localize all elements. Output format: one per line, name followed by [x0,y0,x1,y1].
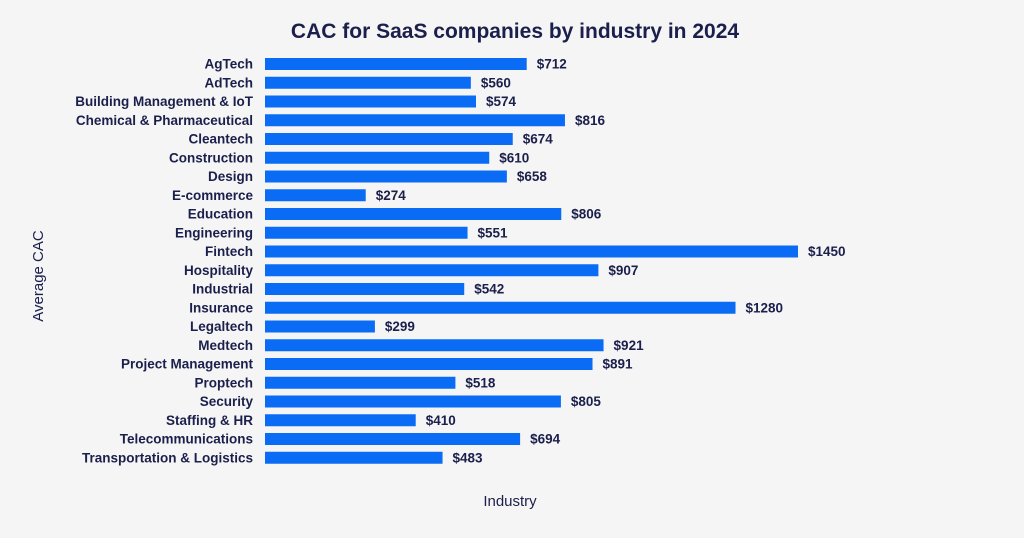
bar [265,189,366,202]
bar [265,208,562,220]
category-label: Hospitality [184,263,254,278]
bar [265,76,471,89]
bar [265,264,599,277]
value-label: $483 [453,450,484,465]
bar [265,151,490,164]
value-label: $891 [603,357,634,372]
bar [265,358,593,370]
chart-title: CAC for SaaS companies by industry in 20… [291,20,739,43]
category-label: Medtech [198,338,253,353]
value-label: $816 [575,113,606,128]
value-label: $410 [426,413,456,428]
category-label: Fintech [205,244,253,259]
category-label: Insurance [189,300,253,315]
value-label: $542 [474,282,504,297]
y-axis-label: Average CAC [30,230,47,322]
category-label: Construction [169,150,253,165]
bar [265,301,736,314]
value-label: $1450 [808,244,846,259]
value-label: $805 [571,394,602,409]
category-label: AgTech [204,57,253,72]
category-label: Cleantech [188,132,253,147]
bar [265,95,476,108]
value-label: $658 [517,169,548,184]
bar [265,170,507,183]
category-label: Staffing & HR [166,413,253,428]
category-label: Security [200,394,254,409]
category-label: Transportation & Logistics [82,450,253,465]
value-label: $551 [478,225,509,240]
value-label: $806 [571,207,602,222]
bar [265,133,513,145]
category-label: Design [208,169,253,184]
category-label: Building Management & IoT [75,94,254,109]
bar [265,226,468,239]
category-label: Proptech [194,375,253,390]
value-label: $907 [608,263,638,278]
bar [265,414,416,427]
bar [265,114,565,127]
category-label: AdTech [204,75,253,90]
bar [265,58,527,70]
category-label: E-commerce [172,188,254,203]
category-label: Education [188,207,253,222]
category-label: Legaltech [190,319,253,334]
bar [265,395,561,408]
category-label: Industrial [192,282,253,297]
value-label: $712 [537,57,567,72]
x-axis-label: Industry [483,493,537,510]
category-label: Project Management [121,357,254,372]
value-label: $560 [481,75,511,90]
bar [265,320,375,333]
bar [265,451,443,464]
value-label: $694 [530,432,561,447]
bars-group: AgTech $712 AdTech $560 Building Management … [75,57,845,466]
value-label: $574 [486,94,517,109]
category-label: Telecommunications [120,432,253,447]
value-label: $299 [385,319,415,334]
value-label: $610 [499,150,529,165]
bar [265,245,798,258]
category-label: Engineering [175,225,253,240]
bar [265,283,465,295]
value-label: $674 [523,132,554,147]
value-label: $1280 [746,300,784,315]
bar [265,433,521,445]
category-label: Chemical & Pharmaceutical [76,113,253,128]
value-label: $921 [614,338,645,353]
value-label: $518 [465,375,496,390]
bar [265,339,604,352]
value-label: $274 [376,188,407,203]
bar [265,376,456,389]
